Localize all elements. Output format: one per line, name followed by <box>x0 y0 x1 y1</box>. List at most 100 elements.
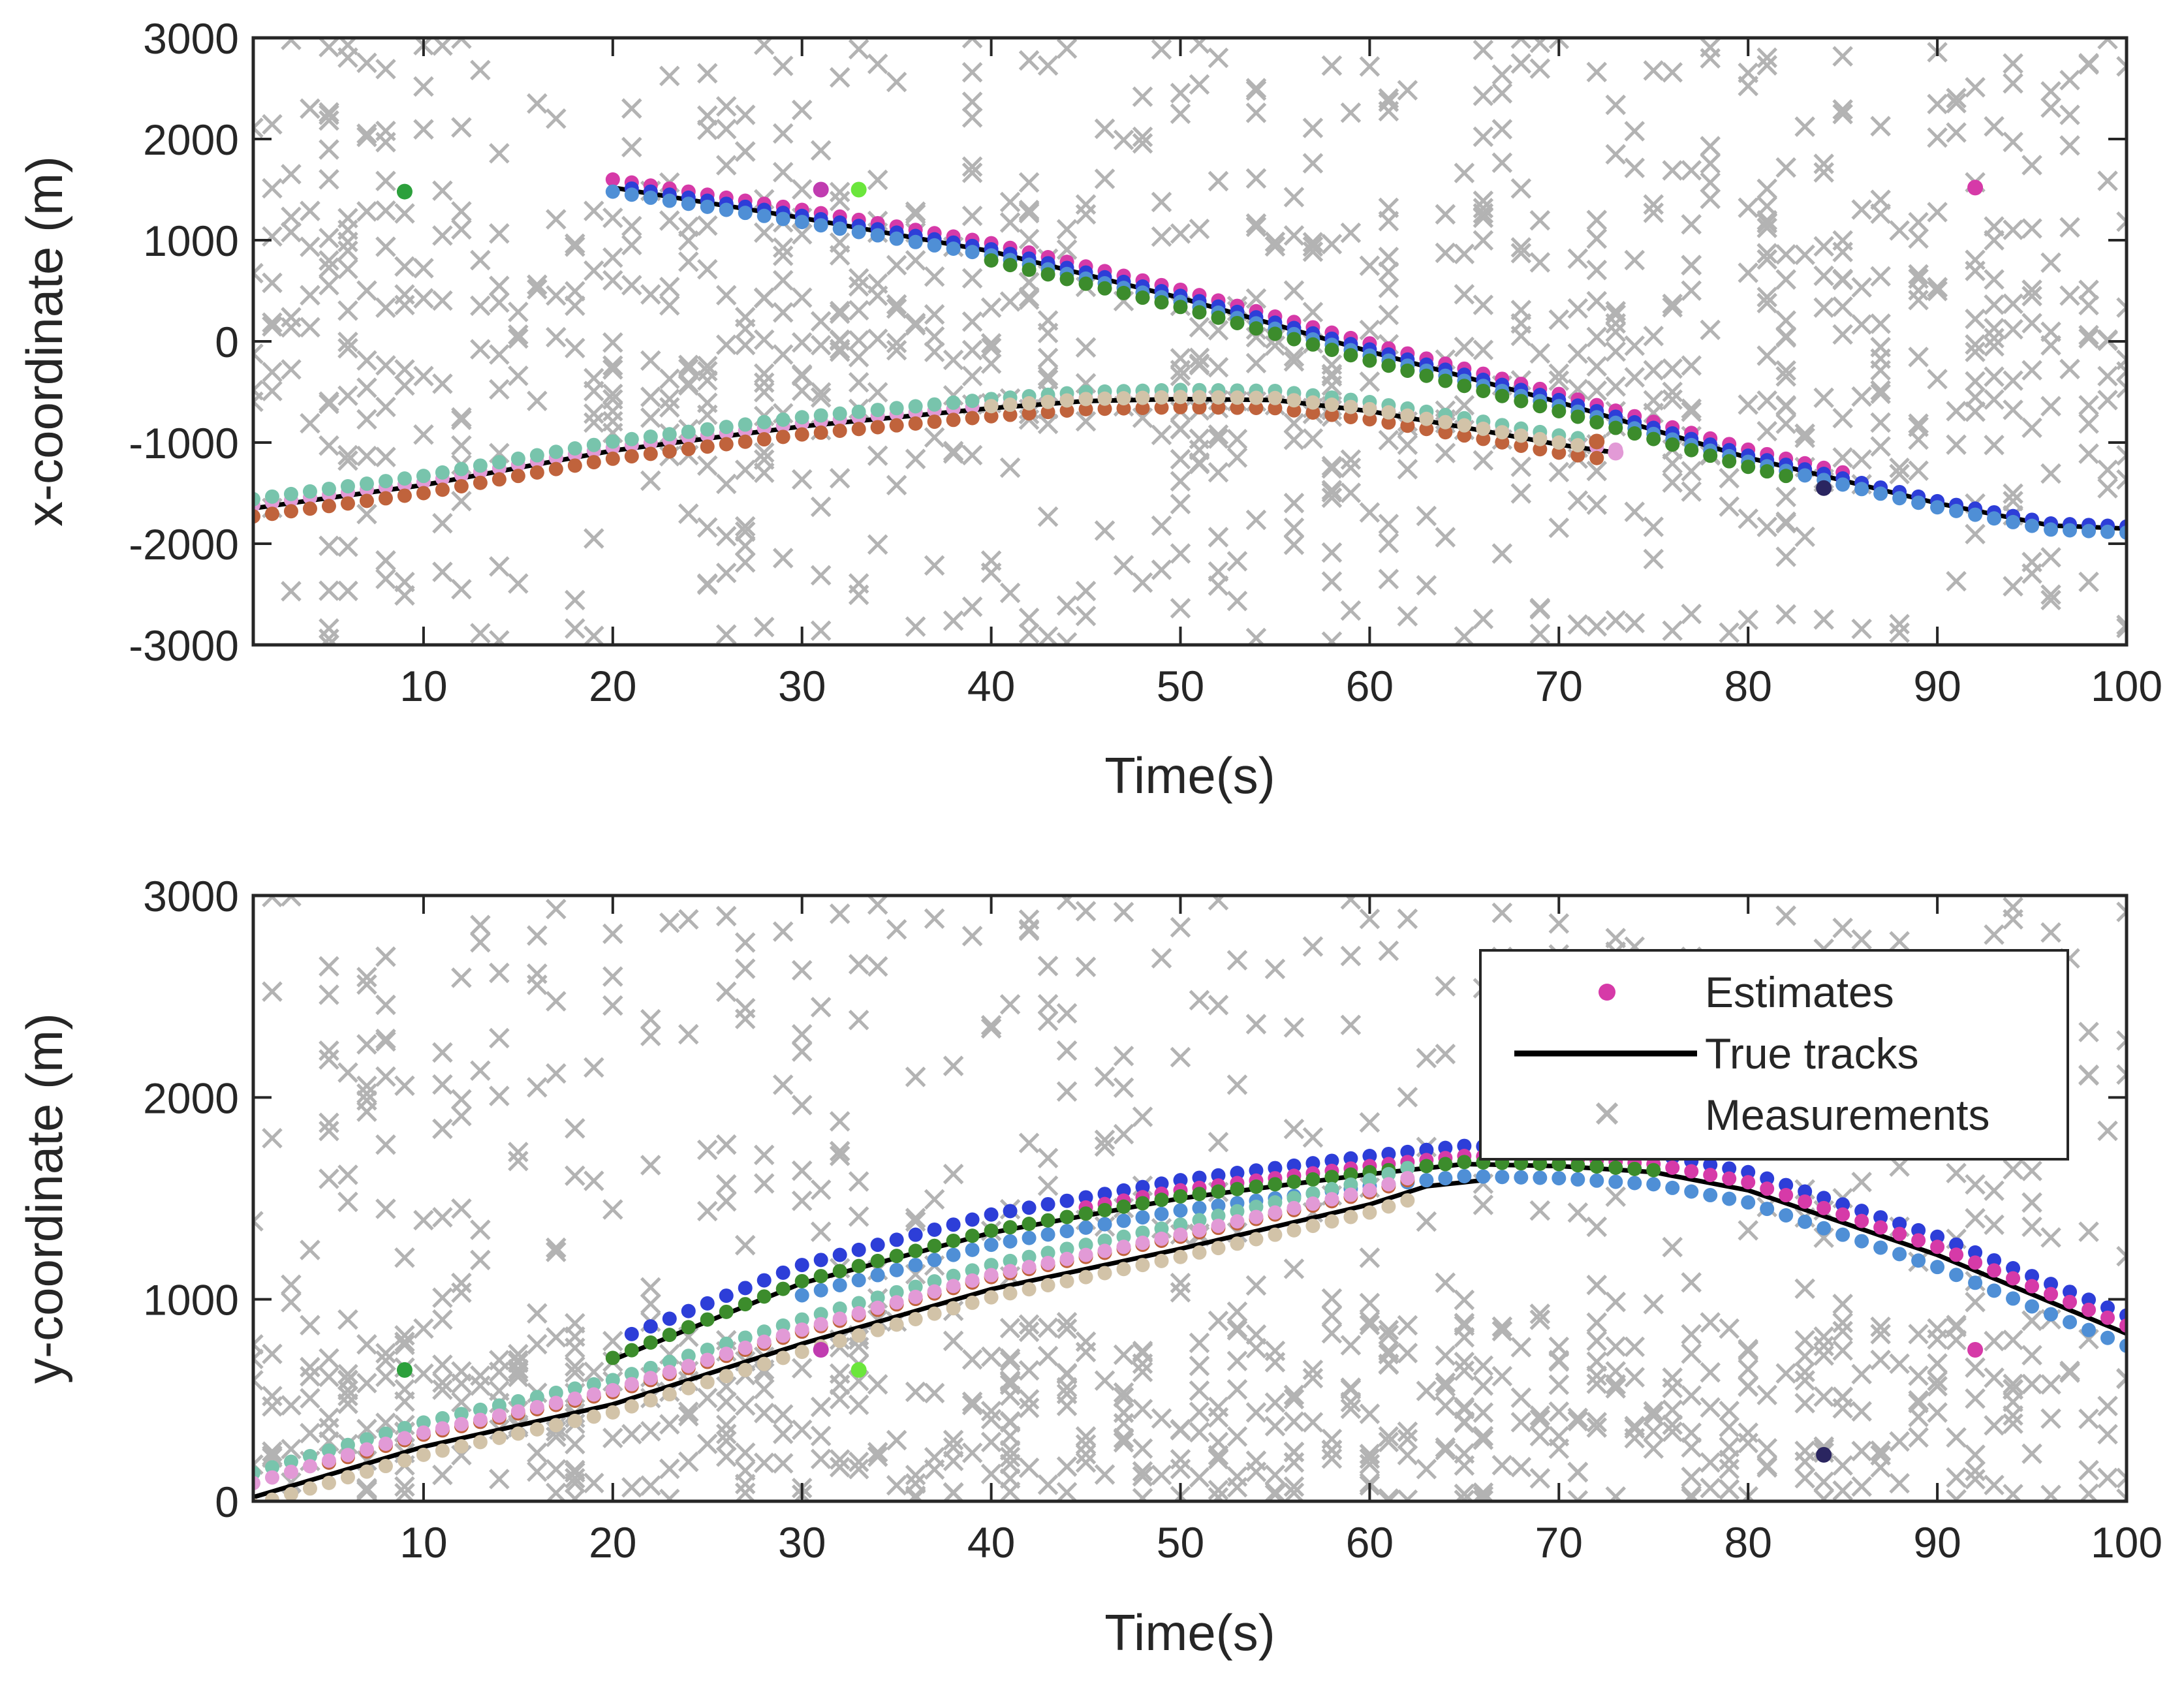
estimate-point <box>851 1296 866 1311</box>
estimate-point <box>1967 179 1984 196</box>
measurement-point <box>2040 396 2061 417</box>
measurement-point <box>640 1277 661 1298</box>
estimate-point <box>1305 1186 1320 1201</box>
estimate-point <box>1911 1253 1926 1268</box>
measurement-point <box>1510 237 1532 258</box>
measurement-point <box>394 359 415 380</box>
measurement-point <box>753 1379 775 1399</box>
measurement-point <box>696 361 718 382</box>
measurement-point <box>337 1309 358 1330</box>
measurement-point <box>715 119 737 140</box>
estimate-point <box>2082 1292 2097 1307</box>
measurement-point <box>1510 483 1532 504</box>
measurement-point <box>1984 434 2005 456</box>
estimate-point <box>491 1430 507 1445</box>
measurement-point <box>1283 1258 1305 1279</box>
estimate-point <box>700 1375 715 1390</box>
estimate-point <box>548 1418 563 1433</box>
estimate-point <box>510 469 525 484</box>
measurement-point <box>1473 1482 1494 1501</box>
estimate-point <box>2006 1271 2021 1286</box>
measurement-point <box>867 54 888 74</box>
measurement-point <box>1775 269 1796 290</box>
estimate-point <box>510 1394 525 1409</box>
measurement-point <box>810 565 832 586</box>
estimate-point <box>1287 1191 1302 1206</box>
measurement-point <box>1378 1319 1399 1341</box>
estimate-point <box>775 1281 790 1296</box>
measurement-point <box>848 371 869 393</box>
estimate-point <box>1305 395 1320 410</box>
measurement-point <box>1643 1438 1664 1459</box>
measurement-point <box>602 389 623 410</box>
measurement-point <box>867 328 888 349</box>
measurement-point <box>1435 527 1456 548</box>
measurement-point <box>1283 1388 1305 1410</box>
measurement-point <box>696 1139 718 1161</box>
measurement-point <box>1813 153 1834 174</box>
estimate-point <box>1003 1204 1018 1219</box>
measurement-point <box>659 1488 680 1501</box>
estimate-point <box>1741 1195 1756 1210</box>
measurement-point <box>489 962 510 984</box>
measurement-point <box>1151 1408 1172 1429</box>
estimate-point <box>1097 391 1112 406</box>
measurement-point <box>300 1315 320 1336</box>
estimate-point <box>757 1356 772 1371</box>
estimate-point <box>283 1464 298 1479</box>
measurement-point <box>829 1456 850 1478</box>
measurement-point <box>1435 1345 1456 1366</box>
estimate-point <box>757 414 772 429</box>
estimate-point <box>321 1443 336 1458</box>
estimate-point <box>813 1253 828 1268</box>
estimate-point <box>757 432 772 447</box>
measurement-point <box>432 1464 453 1486</box>
measurement-point <box>1491 152 1513 174</box>
measurement-point <box>546 1063 567 1084</box>
measurement-point <box>1037 956 1059 976</box>
measurement-point <box>1454 1351 1475 1373</box>
estimate-point <box>794 1312 809 1327</box>
measurement-point <box>696 392 718 413</box>
measurement-point <box>1151 39 1172 60</box>
estimate-point <box>1419 368 1434 383</box>
estimate-point <box>529 1399 544 1414</box>
estimate-point <box>1097 1233 1112 1248</box>
measurement-point <box>1037 1175 1059 1196</box>
measurement-point <box>1870 266 1891 287</box>
measurement-point <box>451 1089 472 1110</box>
estimate-point <box>1040 1245 1055 1260</box>
measurement-point <box>319 275 339 296</box>
measurement-point <box>356 127 377 148</box>
measurement-point <box>1775 604 1796 625</box>
measurement-point <box>1473 198 1494 219</box>
estimate-point <box>1154 1206 1169 1221</box>
measurement-point <box>1170 448 1191 470</box>
measurement-point <box>999 291 1021 312</box>
measurement-point <box>1927 1353 1948 1374</box>
measurement-point <box>772 245 794 266</box>
measurement-point <box>1283 346 1305 367</box>
measurement-point <box>1586 1274 1608 1296</box>
measurement-point <box>1491 119 1513 140</box>
estimate-point <box>605 172 620 187</box>
estimate-point <box>1381 405 1396 420</box>
measurement-point <box>1851 314 1872 335</box>
measurement-point <box>1132 1106 1153 1127</box>
measurement-point <box>1927 369 1948 390</box>
measurement-point <box>943 610 964 631</box>
measurement-point <box>1378 1324 1399 1345</box>
estimate-point <box>2006 514 2021 529</box>
measurement-point <box>640 470 661 491</box>
measurement-point <box>999 212 1021 233</box>
measurement-point <box>1832 917 1853 939</box>
measurement-point <box>1586 61 1608 83</box>
estimate-point <box>946 1247 961 1262</box>
estimate-point <box>1059 272 1074 287</box>
measurement-point <box>1151 948 1172 969</box>
measurement-point <box>565 236 585 257</box>
estimate-point <box>984 1223 999 1238</box>
estimate-point <box>1987 1263 2002 1278</box>
measurement-point <box>356 445 377 467</box>
